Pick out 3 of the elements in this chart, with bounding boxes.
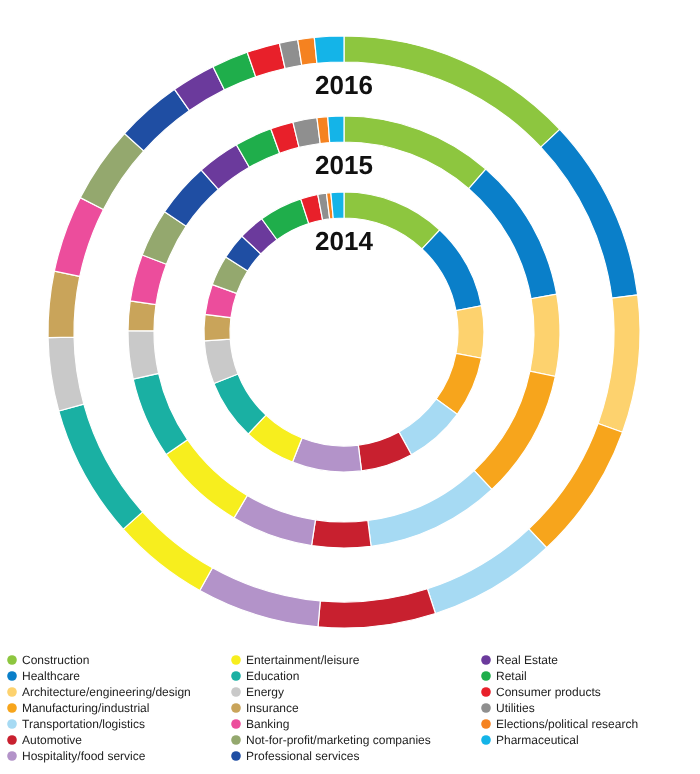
slice-label: 2015 [315,150,373,180]
slice-label: 2014 [315,226,375,256]
slice-label: 2016 [315,70,373,100]
